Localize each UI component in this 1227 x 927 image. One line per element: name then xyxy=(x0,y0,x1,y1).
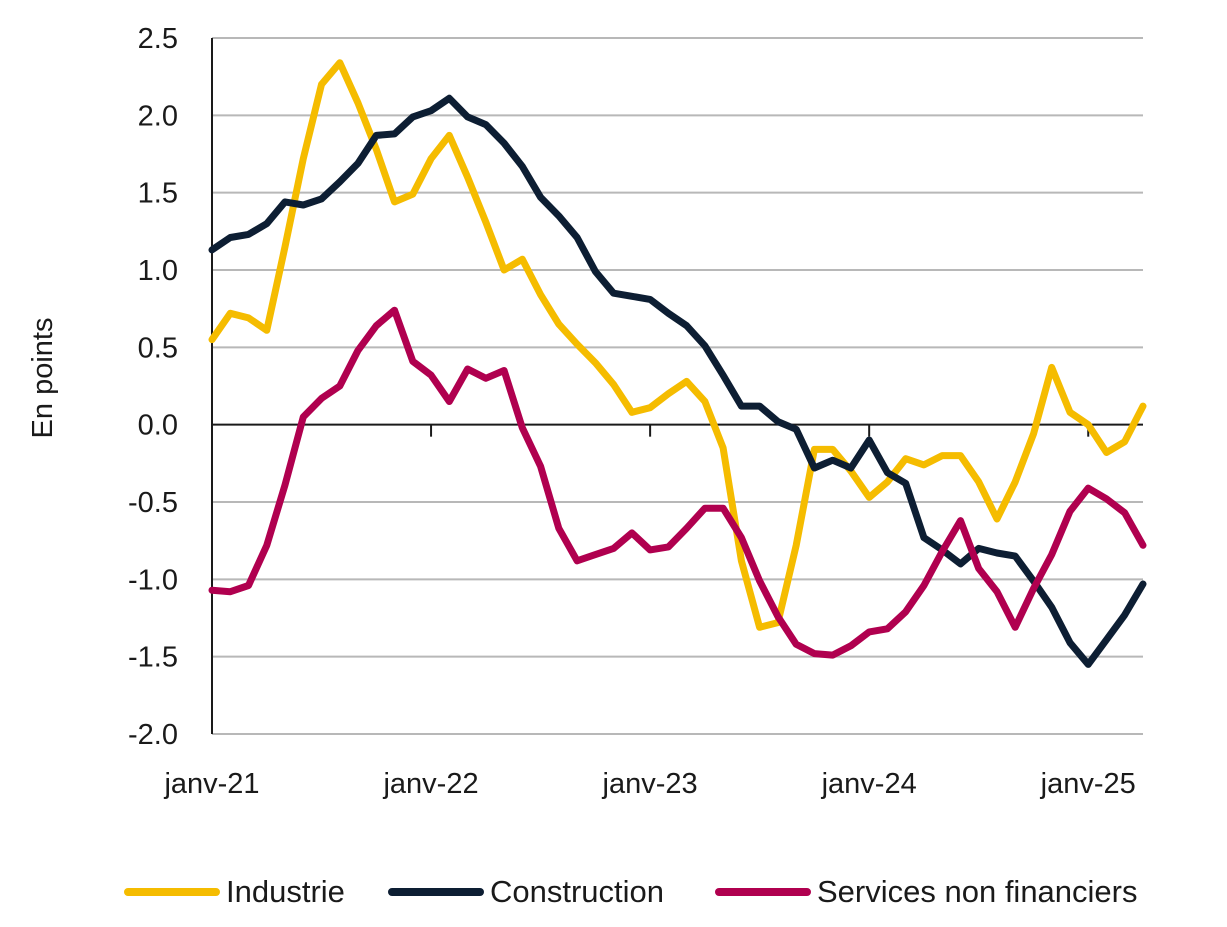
y-tick-label: 0.0 xyxy=(138,410,178,442)
gridlines xyxy=(212,37,1143,735)
y-tick-label: 0.5 xyxy=(138,332,178,364)
series-line-construction xyxy=(208,94,1147,668)
legend-item-construction: Construction xyxy=(388,862,664,922)
series-lines xyxy=(208,59,1147,668)
legend: Industrie Construction Services non fina… xyxy=(0,862,1227,922)
legend-swatch-industrie xyxy=(124,888,220,896)
legend-label-construction: Construction xyxy=(490,874,665,909)
y-tick-label: 1.0 xyxy=(138,255,178,287)
x-tick-label: janv-21 xyxy=(163,768,259,800)
y-tick-label: -0.5 xyxy=(128,487,178,519)
y-tick-label: -1.5 xyxy=(128,642,178,674)
y-tick-label: -2.0 xyxy=(128,719,178,751)
y-axis-title: En points xyxy=(27,318,59,439)
legend-item-industrie: Industrie xyxy=(124,862,345,922)
legend-swatch-construction xyxy=(388,888,484,896)
legend-label-industrie: Industrie xyxy=(226,874,345,909)
legend-swatch-services xyxy=(715,888,811,896)
series-line-industrie xyxy=(208,59,1147,631)
x-tick-label: janv-25 xyxy=(1040,768,1136,800)
x-tick-labels: janv-21 janv-22 janv-23 janv-24 janv-25 xyxy=(163,768,1135,800)
axes xyxy=(211,38,1143,734)
x-tick-label: janv-24 xyxy=(821,768,917,800)
legend-label-services: Services non financiers xyxy=(817,874,1138,909)
x-tick-label: janv-23 xyxy=(602,768,698,800)
y-tick-labels: 2.5 2.0 1.5 1.0 0.5 0.0 -0.5 -1.0 -1.5 -2.0 xyxy=(128,23,178,751)
y-tick-label: 2.0 xyxy=(138,100,178,132)
y-tick-label: 1.5 xyxy=(138,178,178,210)
series-line-services xyxy=(208,306,1147,659)
y-tick-label: 2.5 xyxy=(138,23,178,55)
legend-item-services: Services non financiers xyxy=(715,862,1138,922)
x-tick-label: janv-22 xyxy=(382,768,478,800)
y-tick-label: -1.0 xyxy=(128,564,178,596)
